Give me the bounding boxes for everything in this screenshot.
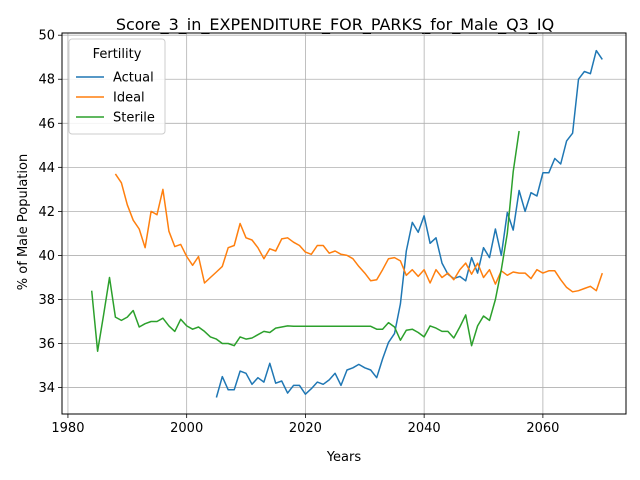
plot-frame [61, 32, 627, 415]
y-tick-label: 48 [38, 73, 55, 88]
y-tick-label: 36 [38, 337, 55, 352]
grid [62, 33, 626, 414]
y-tick-label: 40 [38, 249, 55, 264]
legend-label-sterile: Sterile [113, 111, 155, 126]
y-tick-label: 34 [38, 381, 55, 396]
y-axis-label: % of Male Population [16, 154, 31, 290]
legend-label-actual: Actual [113, 71, 154, 86]
y-tick-label: 42 [38, 205, 55, 220]
chart-title: Score_3_in_EXPENDITURE_FOR_PARKS_for_Mal… [116, 15, 554, 35]
y-tick-label: 38 [38, 293, 55, 308]
series-layer [90, 49, 604, 398]
x-axis-label: Years [326, 450, 362, 465]
legend: Fertility Actual Ideal Sterile [68, 38, 166, 135]
legend-label-ideal: Ideal [113, 91, 145, 106]
y-axis: 34 36 38 40 42 44 46 48 50 [38, 29, 62, 396]
y-tick-label: 44 [38, 161, 55, 176]
legend-entries: Actual Ideal Sterile [76, 71, 155, 126]
series-line-ideal [114, 173, 604, 293]
legend-title: Fertility [93, 47, 142, 62]
x-tick-label: 2020 [289, 421, 322, 436]
series-line-actual [215, 49, 603, 398]
y-tick-label: 50 [38, 29, 55, 44]
x-axis: 1980 2000 2020 2040 2060 [51, 414, 559, 436]
y-tick-label: 46 [38, 117, 55, 132]
x-tick-label: 1980 [51, 421, 84, 436]
series-line-sterile [90, 130, 520, 352]
x-tick-label: 2040 [408, 421, 441, 436]
x-tick-label: 2000 [170, 421, 203, 436]
x-tick-label: 2060 [526, 421, 559, 436]
legend-box [68, 38, 166, 135]
